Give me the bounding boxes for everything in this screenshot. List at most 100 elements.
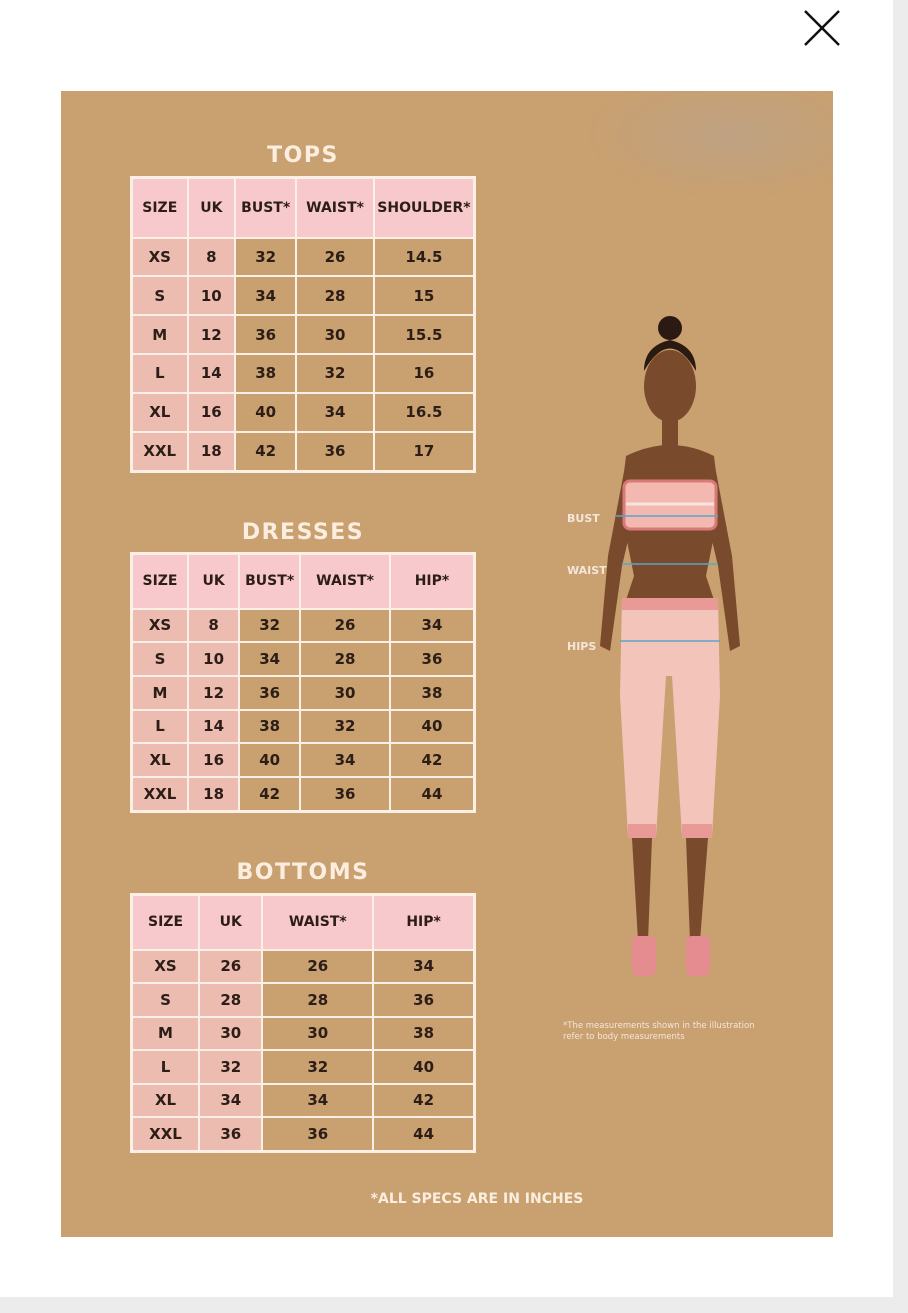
table-cell: XS [130, 948, 201, 985]
table-cell: 42 [372, 1082, 476, 1119]
dresses-table: SIZE UK BUST* WAIST* HIP* XS 8 32 26 34 S 10 34 28 36 M… [130, 552, 476, 813]
table-row: XXL 18 42 36 17 [130, 430, 476, 473]
table-row: S 28 28 36 [130, 982, 476, 1018]
table-cell: 14 [186, 352, 237, 394]
table-cell: L [130, 1049, 201, 1085]
table-cell: 26 [299, 607, 391, 644]
table-cell: 36 [261, 1116, 375, 1153]
dresses-title: DRESSES [241, 520, 365, 545]
table-row: L 14 38 32 16 [130, 352, 476, 394]
table-cell: 30 [295, 314, 375, 355]
table-cell: 18 [186, 430, 237, 473]
table-cell: 12 [186, 674, 241, 711]
table-cell: 32 [261, 1049, 375, 1085]
header-row: SIZE UK WAIST* HIP* [130, 893, 476, 951]
table-cell: S [130, 641, 189, 677]
table-row: L 14 38 32 40 [130, 708, 476, 745]
table-cell: S [130, 982, 201, 1018]
table-row: S 10 34 28 36 [130, 641, 476, 677]
inches-footnote: *ALL SPECS ARE IN INCHES [370, 1191, 584, 1207]
table-cell: XL [130, 742, 189, 778]
table-cell: 34 [372, 948, 476, 985]
table-row: XS 8 32 26 34 [130, 607, 476, 644]
table-cell: 32 [299, 708, 391, 745]
table-cell: 40 [388, 708, 476, 745]
column-header: BUST* [234, 176, 298, 239]
table-cell: 8 [186, 236, 237, 278]
column-header: SIZE [130, 893, 201, 951]
table-cell: 16 [372, 352, 476, 394]
table-cell: 28 [299, 641, 391, 677]
column-header: WAIST* [261, 893, 375, 951]
table-cell: L [130, 708, 189, 745]
tops-table: SIZE UK BUST* WAIST* SHOULDER* XS 8 32 26 14.5 S 10… [130, 176, 476, 473]
table-cell: M [130, 314, 189, 355]
tops-title: TOPS [267, 143, 339, 168]
table-cell: M [130, 674, 189, 711]
table-cell: 40 [372, 1049, 476, 1085]
table-row: XS 8 32 26 14.5 [130, 236, 476, 278]
table-cell: S [130, 275, 189, 317]
table-cell: 38 [234, 352, 298, 394]
table-cell: 28 [261, 982, 375, 1018]
header-row: SIZE UK BUST* WAIST* HIP* [130, 552, 476, 610]
table-cell: 40 [234, 391, 298, 433]
table-cell: 28 [295, 275, 375, 317]
table-cell: 36 [388, 641, 476, 677]
table-row: XL 16 40 34 42 [130, 742, 476, 778]
table-cell: XXL [130, 1116, 201, 1153]
table-cell: XXL [130, 430, 189, 473]
table-cell: 32 [295, 352, 375, 394]
table-row: XS 26 26 34 [130, 948, 476, 985]
table-cell: 44 [388, 775, 476, 813]
table-cell: XXL [130, 775, 189, 813]
table-cell: 36 [238, 674, 302, 711]
table-cell: 36 [295, 430, 375, 473]
illustration-note: *The measurements shown in the illustrat… [563, 1021, 755, 1042]
column-header: WAIST* [299, 552, 391, 610]
table-cell: 42 [238, 775, 302, 813]
table-cell: 8 [186, 607, 241, 644]
table-row: M 30 30 38 [130, 1015, 476, 1052]
table-cell: 12 [186, 314, 237, 355]
table-cell: 26 [261, 948, 375, 985]
column-header: SIZE [130, 176, 189, 239]
table-cell: 15.5 [372, 314, 476, 355]
table-cell: 16.5 [372, 391, 476, 433]
close-icon[interactable] [802, 8, 842, 48]
table-cell: 38 [238, 708, 302, 745]
column-header: BUST* [238, 552, 302, 610]
table-cell: XS [130, 236, 189, 278]
table-cell: XS [130, 607, 189, 644]
background-blur [581, 91, 833, 201]
table-cell: 14.5 [372, 236, 476, 278]
table-cell: 34 [234, 275, 298, 317]
table-row: S 10 34 28 15 [130, 275, 476, 317]
table-cell: 30 [261, 1015, 375, 1052]
table-cell: 36 [372, 982, 476, 1018]
bust-label: BUST [567, 512, 600, 525]
table-cell: M [130, 1015, 201, 1052]
table-cell: 28 [198, 982, 264, 1018]
table-cell: 34 [295, 391, 375, 433]
table-cell: 34 [388, 607, 476, 644]
table-cell: 36 [234, 314, 298, 355]
table-cell: 42 [388, 742, 476, 778]
waist-label: WAIST [567, 564, 607, 577]
table-cell: 32 [198, 1049, 264, 1085]
table-cell: 32 [238, 607, 302, 644]
table-cell: 34 [299, 742, 391, 778]
table-row: XXL 18 42 36 44 [130, 775, 476, 813]
table-cell: 30 [299, 674, 391, 711]
table-cell: 30 [198, 1015, 264, 1052]
table-cell: 40 [238, 742, 302, 778]
column-header: WAIST* [295, 176, 375, 239]
table-cell: 16 [186, 391, 237, 433]
table-cell: 15 [372, 275, 476, 317]
table-cell: 34 [261, 1082, 375, 1119]
table-row: XXL 36 36 44 [130, 1116, 476, 1153]
table-cell: 32 [234, 236, 298, 278]
table-cell: 26 [295, 236, 375, 278]
column-header: SIZE [130, 552, 189, 610]
table-row: XL 34 34 42 [130, 1082, 476, 1119]
